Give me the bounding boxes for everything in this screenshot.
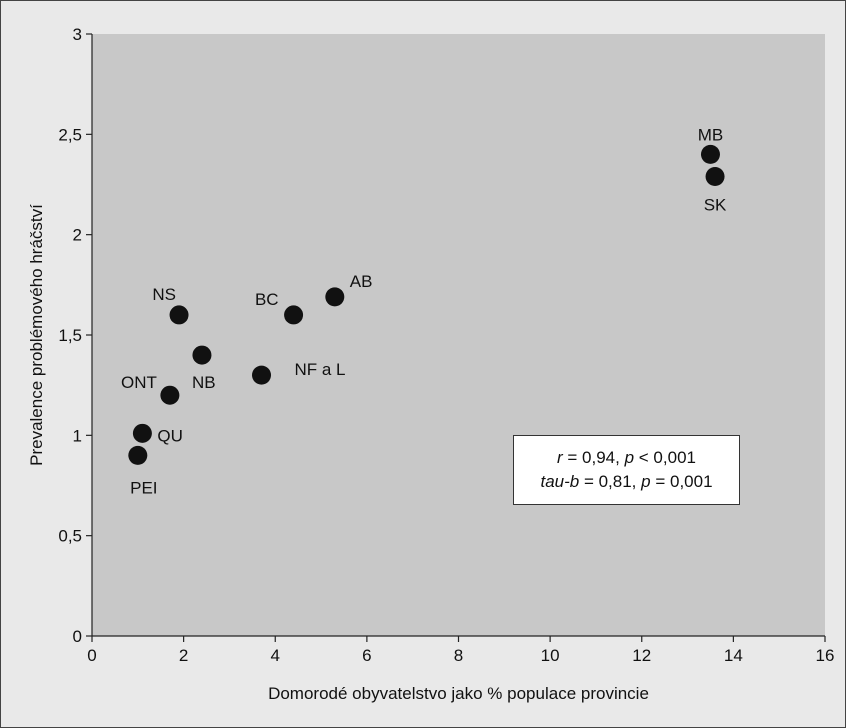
y-axis-title: Prevalence problémového hráčství: [27, 204, 46, 466]
annotation-var: tau-b: [540, 472, 580, 491]
statistics-annotation: r = 0,94, p < 0,001 tau-b = 0,81, p = 0,…: [513, 435, 740, 505]
x-axis-title: Domorodé obyvatelstvo jako % populace pr…: [268, 684, 649, 703]
data-point: [160, 385, 180, 405]
point-label: AB: [350, 272, 373, 291]
point-label: PEI: [130, 478, 157, 497]
data-points: MB SK AB BC NS NB NF a L ONT QU PEI: [121, 125, 727, 497]
annotation-line-2: tau-b = 0,81, p = 0,001: [540, 470, 712, 494]
axes: 0 2 4 6 8 10 12 14 16 0 0,5 1 1,5 2 2,5 3: [58, 25, 834, 665]
point-label: ONT: [121, 373, 157, 392]
annotation-line-1: r = 0,94, p < 0,001: [557, 446, 696, 470]
data-point: [705, 166, 725, 186]
y-tick-label: 1,5: [58, 326, 82, 345]
y-tick-label: 0: [73, 627, 82, 646]
point-label: SK: [704, 195, 727, 214]
annotation-pvar: p: [641, 472, 651, 491]
point-label: QU: [157, 426, 183, 445]
data-point: [252, 365, 272, 385]
annotation-pvar: p: [624, 448, 635, 467]
point-label: NB: [192, 373, 216, 392]
x-tick-label: 2: [179, 646, 188, 665]
x-tick-label: 8: [454, 646, 463, 665]
data-point: [700, 144, 720, 164]
x-tick-label: 6: [362, 646, 371, 665]
data-point: [132, 423, 152, 443]
annotation-rest: = 0,001: [650, 472, 713, 491]
data-point: [325, 287, 345, 307]
data-point: [192, 345, 212, 365]
data-point: [169, 305, 189, 325]
annotation-rest: < 0,001: [634, 448, 696, 467]
x-tick-label: 12: [632, 646, 651, 665]
x-tick-label: 10: [541, 646, 560, 665]
y-tick-label: 0,5: [58, 527, 82, 546]
x-tick-label: 14: [724, 646, 743, 665]
data-point: [284, 305, 304, 325]
y-tick-label: 3: [73, 25, 82, 44]
annotation-eq: = 0,81,: [579, 472, 642, 491]
x-tick-label: 4: [271, 646, 280, 665]
x-tick-label: 0: [87, 646, 96, 665]
x-tick-label: 16: [816, 646, 835, 665]
y-tick-label: 1: [73, 426, 82, 445]
annotation-eq: = 0,94,: [562, 448, 625, 467]
point-label: MB: [698, 125, 724, 144]
plot-area: [92, 34, 825, 636]
data-point: [128, 445, 148, 465]
point-label: NF a L: [295, 360, 346, 379]
point-label: NS: [152, 285, 176, 304]
annotation-var: r: [557, 448, 563, 467]
y-tick-label: 2,5: [58, 125, 82, 144]
y-tick-label: 2: [73, 226, 82, 245]
point-label: BC: [255, 290, 279, 309]
